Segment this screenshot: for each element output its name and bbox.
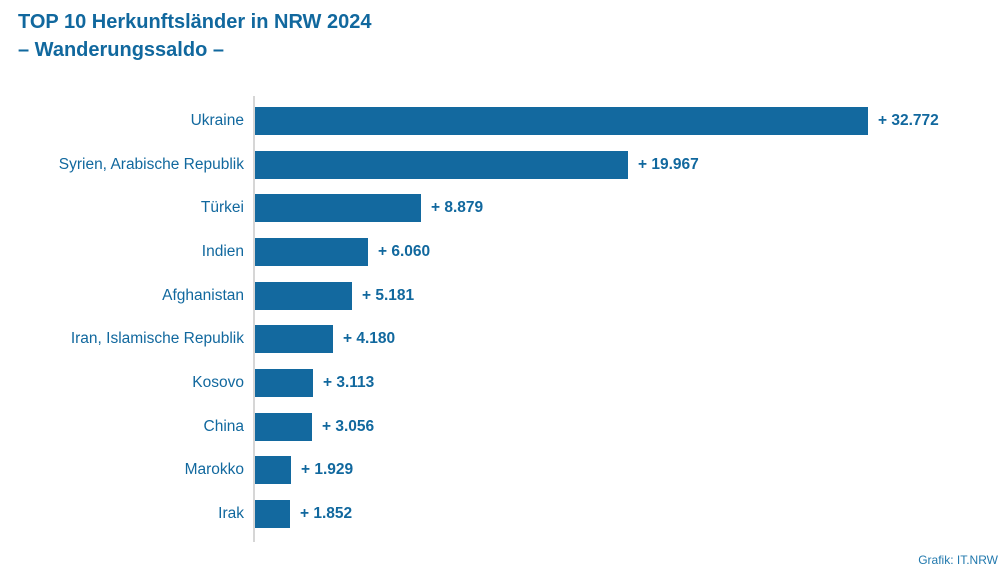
value-label: + 1.929	[301, 461, 354, 479]
category-label: Iran, Islamische Republik	[70, 330, 244, 348]
category-label: Ukraine	[190, 111, 244, 129]
bar-zone: + 6.060	[255, 237, 431, 266]
bar-row: Afghanistan + 5.181	[0, 274, 999, 318]
bar-zone: + 5.181	[255, 281, 415, 310]
bar	[255, 368, 313, 397]
y-axis-line	[253, 96, 255, 542]
bar-row: China + 3.056	[0, 405, 999, 449]
bar-row: Kosovo + 3.113	[0, 361, 999, 405]
bar-row: Syrien, Arabische Republik + 19.967	[0, 143, 999, 187]
category-label: Kosovo	[192, 373, 244, 391]
source-credit: Grafik: IT.NRW	[918, 553, 998, 567]
bar-row: Türkei + 8.879	[0, 186, 999, 230]
bar-row: Indien + 6.060	[0, 230, 999, 274]
value-label: + 8.879	[431, 199, 484, 217]
bar	[255, 325, 333, 354]
bar-zone: + 32.772	[255, 106, 939, 135]
bar-chart: Ukraine + 32.772 Syrien, Arabische Republi…	[0, 99, 999, 536]
chart-title-block: TOP 10 Herkunftsländer in NRW 2024 – Wan…	[18, 8, 371, 64]
value-label: + 3.113	[323, 373, 375, 391]
category-label: Syrien, Arabische Republik	[58, 155, 244, 173]
value-label: + 32.772	[878, 111, 939, 129]
value-label: + 3.056	[322, 417, 375, 435]
category-label: China	[203, 417, 245, 435]
bar-row: Ukraine + 32.772	[0, 99, 999, 143]
bar-zone: + 19.967	[255, 150, 699, 179]
value-label: + 4.180	[343, 330, 396, 348]
value-label: + 1.852	[300, 505, 353, 523]
bar	[255, 500, 290, 529]
bar-zone: + 1.929	[255, 456, 354, 485]
bar-zone: + 3.056	[255, 412, 375, 441]
bar	[255, 106, 868, 135]
bar	[255, 456, 291, 485]
value-label: + 19.967	[638, 155, 699, 173]
chart-subtitle: – Wanderungssaldo –	[18, 39, 224, 61]
category-label: Afghanistan	[162, 286, 244, 304]
bar-zone: + 1.852	[255, 500, 353, 529]
bar-row: Marokko + 1.929	[0, 449, 999, 493]
category-label: Indien	[201, 242, 244, 260]
category-label: Irak	[218, 505, 244, 523]
chart-title: TOP 10 Herkunftsländer in NRW 2024	[18, 11, 372, 33]
bar	[255, 194, 421, 223]
bar-zone: + 4.180	[255, 325, 396, 354]
bar-zone: + 8.879	[255, 194, 484, 223]
bar-row: Irak + 1.852	[0, 492, 999, 536]
bar-row: Iran, Islamische Republik + 4.180	[0, 317, 999, 361]
category-label: Marokko	[184, 461, 244, 479]
value-label: + 6.060	[378, 242, 431, 260]
bar	[255, 281, 352, 310]
bar	[255, 150, 628, 179]
bar	[255, 237, 368, 266]
value-label: + 5.181	[362, 286, 415, 304]
category-label: Türkei	[200, 199, 244, 217]
bar	[255, 412, 312, 441]
bar-zone: + 3.113	[255, 368, 375, 397]
